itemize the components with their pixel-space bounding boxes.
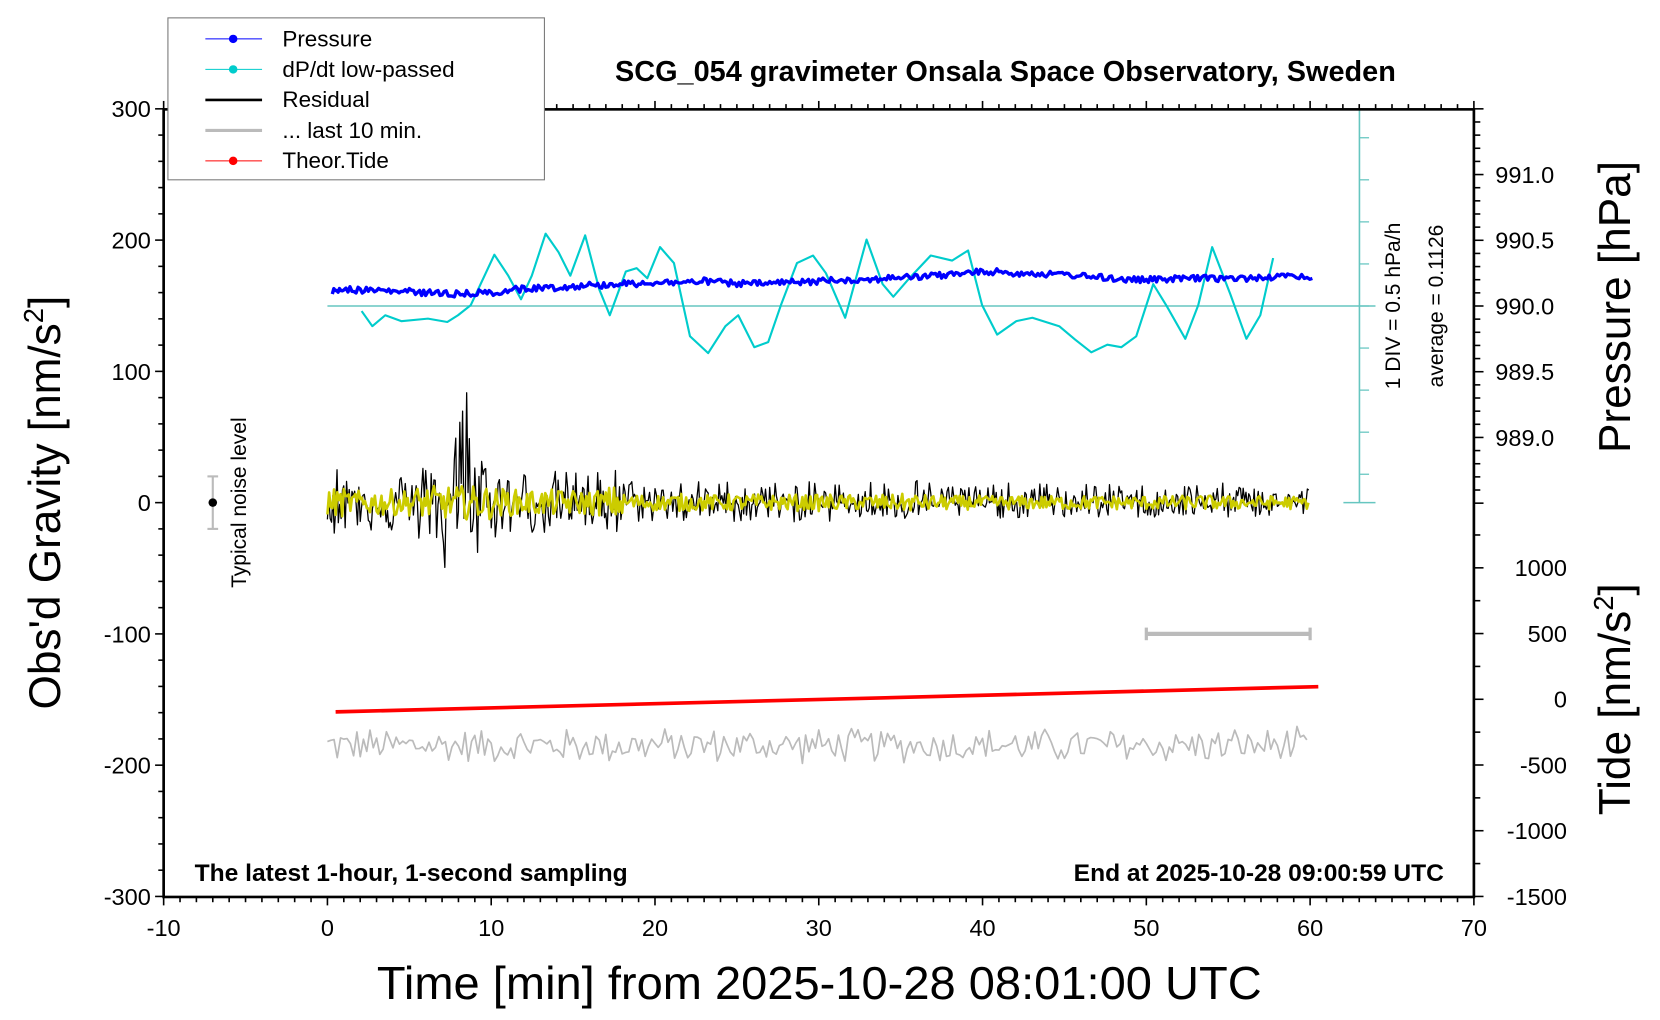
dpdt-average-label: average = 0.1126 bbox=[1425, 225, 1448, 388]
x-tick-label: 40 bbox=[969, 915, 995, 941]
pressure-tick-label: 989.0 bbox=[1495, 425, 1554, 451]
x-tick-label: 0 bbox=[321, 915, 334, 941]
y-axis-left-label: Obs'd Gravity [nm/s2] bbox=[18, 296, 70, 710]
y-axis-tide-label: Tide [nm/s2] bbox=[1588, 583, 1640, 815]
tide-label-text: Tide [nm/s bbox=[1591, 611, 1640, 815]
x-tick-label: 20 bbox=[642, 915, 668, 941]
legend-label: ... last 10 min. bbox=[282, 118, 422, 143]
residual-series-line bbox=[326, 392, 1310, 569]
legend-marker bbox=[228, 65, 238, 74]
tide-label-end: ] bbox=[1591, 583, 1640, 595]
y-left-label-sup: 2 bbox=[18, 308, 49, 323]
x-tick-label: 10 bbox=[478, 915, 504, 941]
y-tick-label: 0 bbox=[138, 490, 151, 516]
y-tick-label: -300 bbox=[104, 884, 151, 910]
y-left-label-text: Obs'd Gravity [nm/s bbox=[21, 323, 70, 709]
tide-tick-label: -1000 bbox=[1507, 818, 1567, 844]
legend-label: Theor.Tide bbox=[282, 148, 389, 173]
legend-marker bbox=[228, 156, 238, 166]
y-tick-label: 300 bbox=[112, 96, 151, 122]
x-tick-label: -10 bbox=[147, 915, 181, 941]
x-axis-label: Time [min] from 2025-10-28 08:01:00 UTC bbox=[377, 957, 1262, 1009]
tide-tick-label: 0 bbox=[1554, 687, 1567, 713]
y-tick-label: 200 bbox=[112, 228, 151, 254]
legend-label: Pressure bbox=[282, 26, 372, 51]
y-tick-label: -100 bbox=[104, 621, 151, 647]
x-tick-label: 60 bbox=[1297, 915, 1323, 941]
legend-label: dP/dt low-passed bbox=[282, 57, 454, 82]
dpdt-scale-label: 1 DIV = 0.5 hPa/h bbox=[1382, 223, 1405, 390]
noise-level-label: Typical noise level bbox=[228, 417, 251, 588]
last10-series-line bbox=[327, 725, 1308, 765]
tide-tick-label: -1500 bbox=[1507, 884, 1567, 910]
x-tick-label: 30 bbox=[806, 915, 832, 941]
y-axis-pressure-label: Pressure [hPa] bbox=[1591, 161, 1640, 453]
legend: Pressure dP/dt low-passed Residual ... last… bbox=[167, 17, 545, 181]
tide-label-sup: 2 bbox=[1588, 596, 1619, 611]
y-left-label-end: ] bbox=[21, 296, 70, 308]
tide-tick-label: 1000 bbox=[1515, 555, 1567, 581]
tide-tick-label: -500 bbox=[1520, 753, 1567, 779]
legend-label: Residual bbox=[282, 87, 369, 112]
pressure-tick-label: 989.5 bbox=[1495, 359, 1554, 385]
chart-title: SCG_054 gravimeter Onsala Space Observat… bbox=[615, 56, 1396, 88]
pressure-series-line bbox=[330, 267, 1313, 299]
pressure-tick-label: 991.0 bbox=[1495, 162, 1554, 188]
bottom-left-annotation: The latest 1-hour, 1-second sampling bbox=[195, 860, 628, 887]
bottom-right-annotation: End at 2025-10-28 09:00:59 UTC bbox=[1074, 860, 1444, 887]
y-tick-label: 100 bbox=[112, 359, 151, 385]
x-tick-label: 70 bbox=[1461, 915, 1487, 941]
x-tick-label: 50 bbox=[1133, 915, 1159, 941]
tide-tick-label: 500 bbox=[1528, 621, 1567, 647]
legend-marker bbox=[228, 34, 238, 44]
chart-axes: -10 0 10 20 30 40 50 60 70-300-200-1000100200300… bbox=[104, 96, 1567, 940]
pressure-tick-label: 990.0 bbox=[1495, 294, 1554, 320]
chart-marks bbox=[207, 108, 1376, 765]
y-tick-label: -200 bbox=[104, 753, 151, 779]
noise-level-dot bbox=[208, 498, 218, 507]
smoothed-residual-line bbox=[326, 484, 1310, 521]
tide-series-line bbox=[335, 684, 1319, 714]
pressure-tick-label: 990.5 bbox=[1495, 228, 1554, 254]
